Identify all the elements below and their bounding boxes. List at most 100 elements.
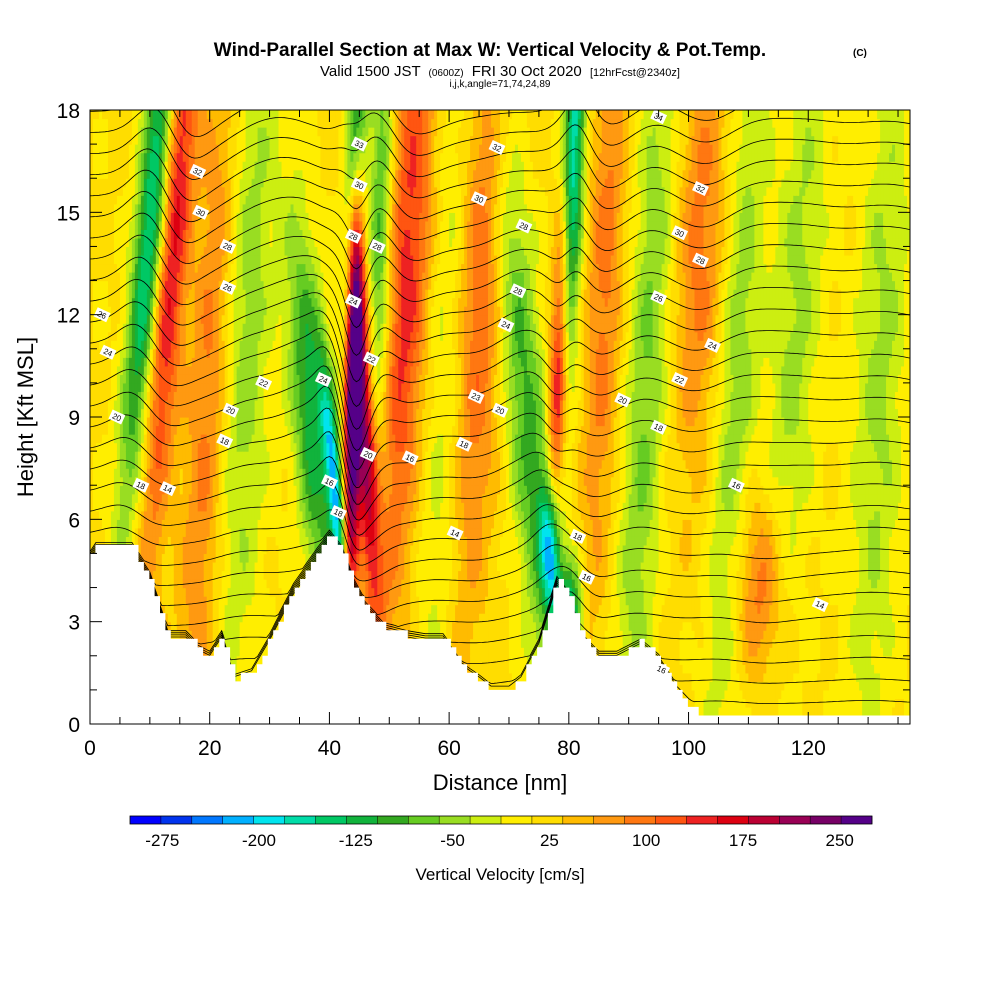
w-cell [107, 476, 112, 486]
w-cell [128, 510, 133, 520]
w-cell [161, 161, 166, 171]
w-cell [239, 587, 244, 597]
w-cell [200, 237, 205, 248]
w-cell [170, 468, 175, 478]
w-cell [170, 314, 175, 324]
w-cell [269, 254, 274, 265]
w-cell [179, 434, 184, 444]
w-cell [164, 510, 169, 520]
w-cell [278, 118, 283, 128]
w-cell [248, 212, 253, 222]
w-cell [137, 434, 142, 444]
w-cell [239, 382, 244, 393]
w-cell [188, 519, 193, 529]
w-cell [140, 323, 145, 333]
w-cell [266, 169, 271, 179]
w-cell [215, 459, 220, 469]
w-cell [278, 135, 283, 145]
w-cell [176, 536, 181, 546]
w-cell [254, 254, 259, 265]
w-cell [119, 476, 124, 486]
w-cell [257, 297, 262, 307]
w-cell [209, 391, 214, 401]
w-cell [140, 527, 145, 537]
w-cell [206, 212, 211, 222]
w-cell [275, 203, 280, 213]
w-cell [164, 579, 169, 589]
w-cell [212, 544, 217, 555]
w-cell [200, 263, 205, 273]
w-cell [182, 527, 187, 537]
w-cell [164, 382, 169, 393]
w-cell [233, 655, 238, 665]
w-cell [155, 468, 160, 478]
w-cell [197, 613, 202, 623]
w-cell [170, 203, 175, 213]
w-cell [173, 493, 178, 503]
w-cell [203, 621, 208, 631]
w-cell [152, 195, 157, 205]
w-cell [104, 391, 109, 401]
w-cell [173, 502, 178, 512]
w-cell [134, 399, 139, 410]
w-cell [212, 169, 217, 179]
w-cell [152, 110, 157, 120]
w-cell [290, 178, 295, 188]
w-cell [182, 212, 187, 222]
w-cell [107, 399, 112, 410]
w-cell [173, 348, 178, 358]
w-cell [206, 323, 211, 333]
w-cell [281, 391, 286, 401]
w-cell [269, 587, 274, 597]
w-cell [257, 613, 262, 623]
w-cell [164, 544, 169, 555]
w-cell [209, 118, 214, 128]
w-cell [119, 186, 124, 196]
w-cell [236, 493, 241, 503]
w-cell [90, 382, 94, 393]
w-cell [179, 203, 184, 213]
w-cell [113, 459, 118, 469]
w-cell [158, 587, 163, 597]
w-cell [287, 544, 292, 555]
w-cell [167, 519, 172, 529]
w-cell [176, 621, 181, 631]
w-cell [140, 203, 145, 213]
w-cell [260, 135, 265, 145]
w-cell [242, 152, 247, 162]
w-cell [272, 502, 277, 512]
w-cell [90, 314, 94, 324]
w-cell [203, 613, 208, 623]
w-cell [221, 118, 226, 128]
w-cell [110, 536, 115, 546]
w-cell [221, 127, 226, 137]
w-cell [176, 408, 181, 418]
w-cell [257, 527, 262, 537]
w-cell [242, 613, 247, 623]
w-cell [92, 493, 97, 503]
w-cell [155, 399, 160, 410]
w-cell [227, 144, 232, 154]
w-cell [245, 110, 250, 120]
w-cell [131, 161, 136, 171]
w-cell [170, 280, 175, 290]
w-cell [164, 613, 169, 623]
w-cell [200, 485, 205, 495]
w-cell [284, 502, 289, 512]
w-cell [233, 544, 238, 555]
w-cell [230, 579, 235, 589]
w-cell [224, 451, 229, 461]
w-cell [227, 510, 232, 520]
w-cell [149, 195, 154, 205]
w-cell [275, 263, 280, 273]
w-cell [221, 621, 226, 631]
w-cell [143, 553, 148, 563]
w-cell [134, 408, 139, 418]
w-cell [278, 263, 283, 273]
w-cell [158, 118, 163, 128]
w-cell [95, 459, 100, 469]
w-cell [92, 544, 97, 555]
w-cell [245, 169, 250, 179]
w-cell [119, 110, 124, 120]
w-cell [188, 306, 193, 316]
